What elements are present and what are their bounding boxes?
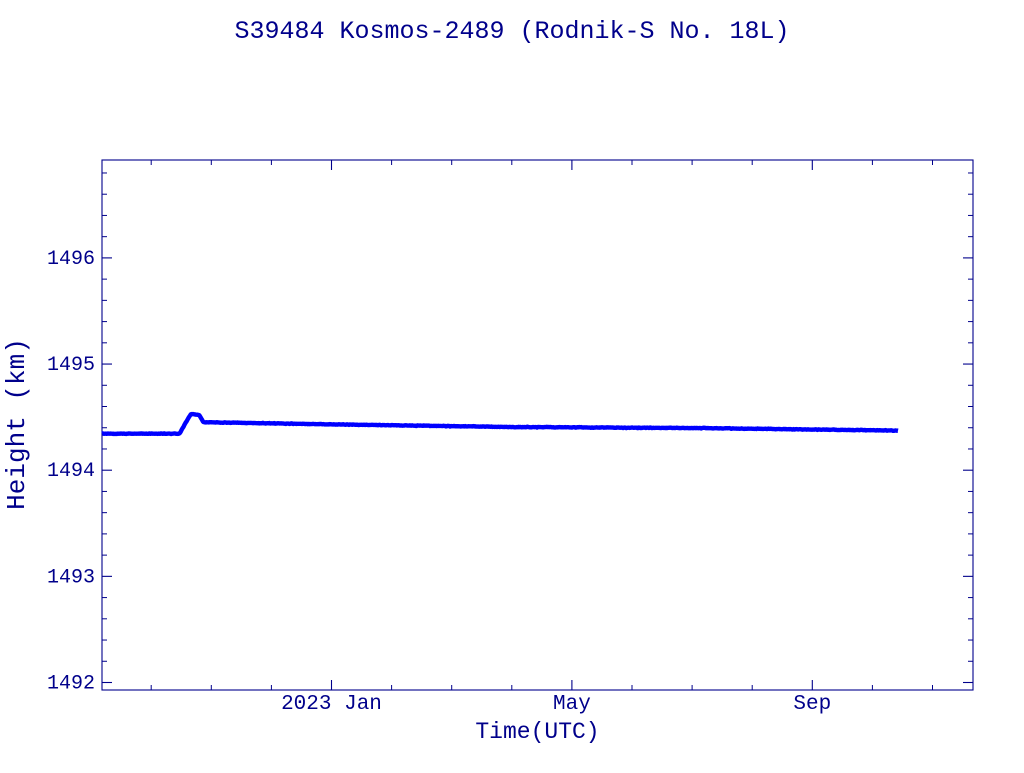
svg-text:2023 Jan: 2023 Jan [281, 693, 382, 716]
svg-text:Sep: Sep [793, 693, 831, 716]
svg-text:1493: 1493 [47, 566, 95, 589]
svg-text:1496: 1496 [47, 248, 95, 271]
svg-text:Height (km): Height (km) [2, 338, 32, 510]
svg-text:May: May [553, 693, 591, 716]
svg-text:1492: 1492 [47, 673, 95, 696]
svg-text:1494: 1494 [47, 460, 95, 483]
svg-text:S39484 Kosmos-2489 (Rodnik-S: S39484 Kosmos-2489 (Rodnik-S No. 18L) [234, 17, 789, 46]
svg-text:1495: 1495 [47, 354, 95, 377]
svg-text:Time(UTC): Time(UTC) [475, 719, 599, 745]
